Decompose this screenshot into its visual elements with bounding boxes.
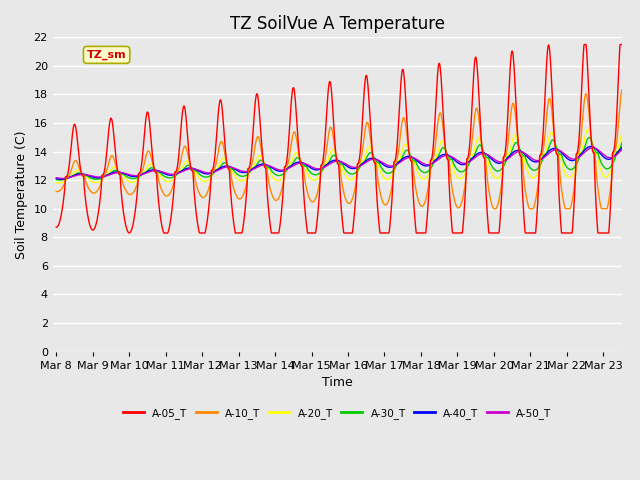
A-50_T (333, 158, 341, 164)
A-30_T (486, 159, 494, 165)
A-20_T (144, 163, 152, 169)
A-50_T (636, 150, 640, 156)
Title: TZ SoilVue A Temperature: TZ SoilVue A Temperature (230, 15, 445, 33)
A-20_T (52, 180, 60, 185)
A-20_T (486, 166, 494, 172)
A-05_T (160, 230, 168, 236)
A-30_T (323, 162, 330, 168)
A-40_T (144, 168, 152, 174)
A-30_T (56, 177, 64, 183)
A-20_T (333, 156, 341, 162)
A-50_T (625, 143, 633, 149)
A-05_T (629, 210, 637, 216)
Line: A-40_T: A-40_T (56, 144, 640, 179)
A-40_T (623, 142, 631, 147)
A-05_T (333, 160, 341, 166)
A-40_T (636, 152, 640, 158)
A-05_T (323, 118, 330, 124)
A-20_T (323, 161, 330, 167)
A-05_T (572, 169, 579, 175)
A-05_T (580, 42, 588, 48)
A-10_T (52, 189, 60, 194)
A-40_T (333, 157, 341, 163)
A-50_T (52, 175, 60, 180)
A-05_T (486, 230, 494, 236)
Line: A-30_T: A-30_T (56, 135, 640, 180)
A-20_T (55, 180, 63, 186)
A-30_T (52, 177, 60, 182)
A-40_T (629, 145, 637, 151)
A-40_T (52, 176, 60, 181)
A-30_T (622, 132, 630, 138)
A-40_T (58, 176, 65, 182)
A-10_T (572, 172, 579, 178)
Line: A-10_T: A-10_T (56, 89, 640, 209)
A-10_T (490, 206, 498, 212)
Text: TZ_sm: TZ_sm (87, 50, 127, 60)
A-10_T (636, 206, 640, 212)
A-40_T (486, 155, 494, 160)
A-50_T (572, 156, 579, 162)
A-40_T (572, 156, 579, 162)
A-50_T (629, 144, 637, 150)
A-05_T (144, 109, 152, 115)
A-20_T (572, 166, 579, 172)
A-30_T (629, 148, 637, 154)
Legend: A-05_T, A-10_T, A-20_T, A-30_T, A-40_T, A-50_T: A-05_T, A-10_T, A-20_T, A-30_T, A-40_T, … (119, 404, 556, 423)
A-20_T (636, 172, 640, 178)
A-50_T (323, 163, 330, 169)
A-40_T (323, 162, 330, 168)
A-30_T (572, 163, 579, 169)
Line: A-20_T: A-20_T (56, 127, 640, 183)
A-10_T (486, 192, 493, 198)
A-20_T (629, 148, 637, 154)
A-10_T (629, 171, 637, 177)
Y-axis label: Soil Temperature (C): Soil Temperature (C) (15, 130, 28, 259)
A-10_T (618, 86, 626, 92)
A-30_T (144, 168, 152, 173)
Line: A-05_T: A-05_T (56, 45, 640, 233)
A-05_T (52, 224, 60, 230)
A-10_T (322, 151, 330, 157)
A-10_T (144, 149, 152, 155)
A-50_T (59, 176, 67, 181)
A-30_T (333, 156, 341, 162)
A-20_T (620, 124, 628, 130)
A-50_T (144, 169, 152, 175)
A-10_T (333, 157, 340, 163)
Line: A-50_T: A-50_T (56, 146, 640, 179)
A-05_T (636, 230, 640, 236)
A-50_T (486, 153, 494, 159)
A-30_T (636, 162, 640, 168)
X-axis label: Time: Time (322, 376, 353, 389)
